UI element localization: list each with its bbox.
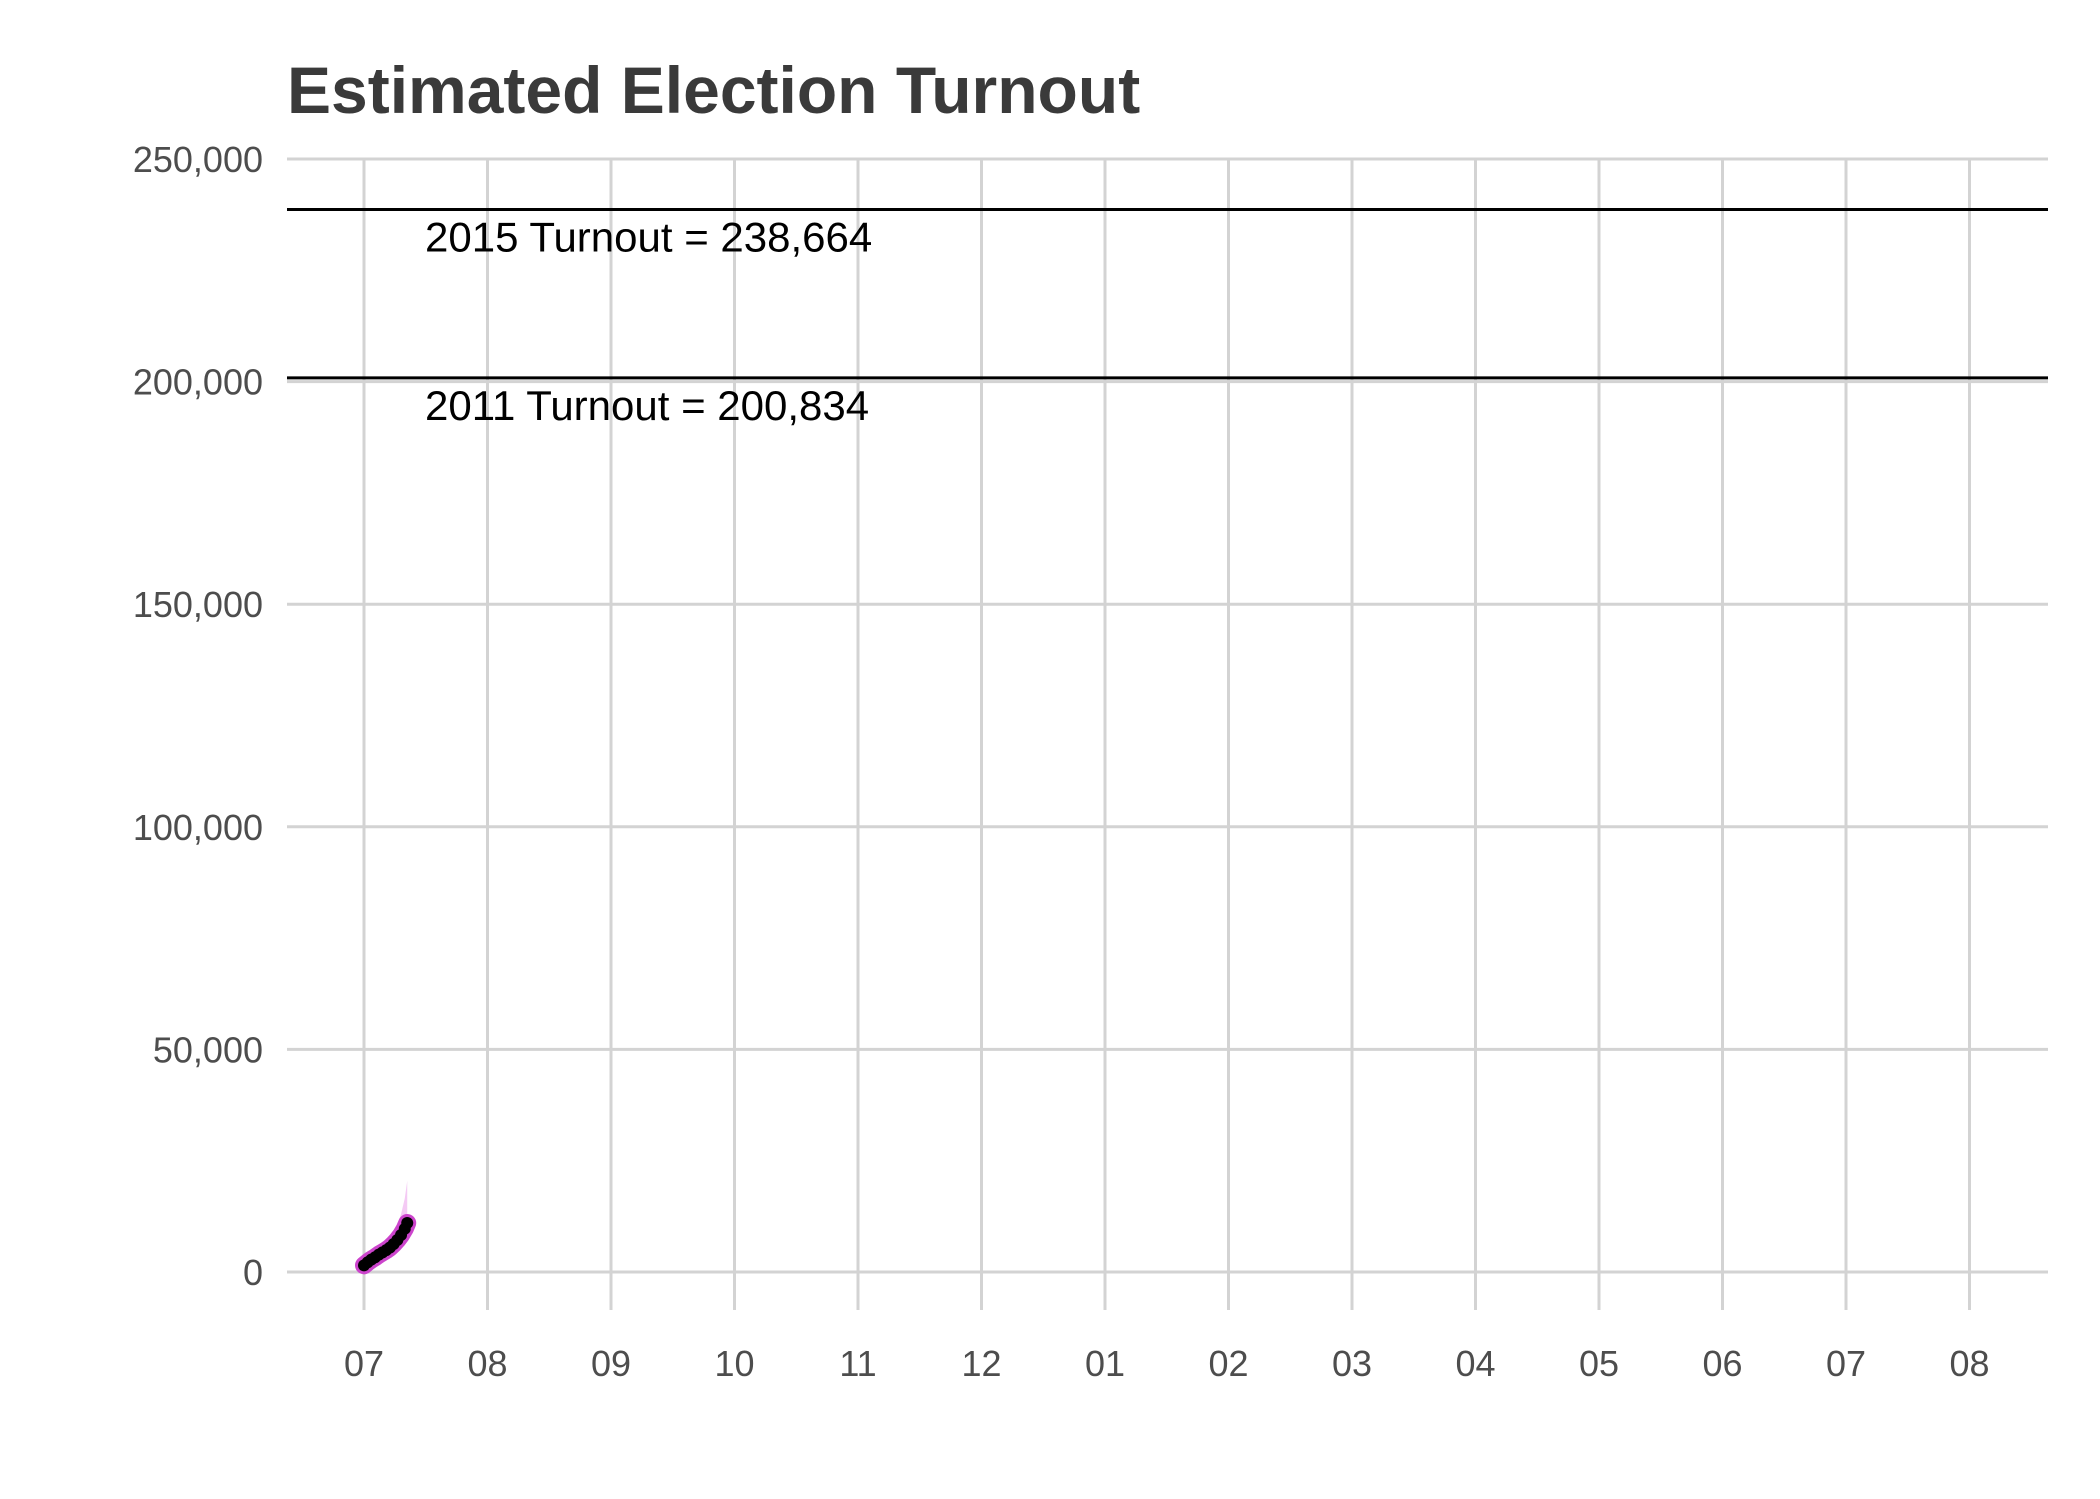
y-tick-label: 250,000 <box>133 139 263 180</box>
chart-title: Estimated Election Turnout <box>287 53 1140 127</box>
x-tick-label: 07 <box>344 1343 384 1384</box>
reference-label: 2011 Turnout = 200,834 <box>425 382 869 429</box>
reference-lines: 2015 Turnout = 238,664 2011 Turnout = 200… <box>287 209 2048 428</box>
x-tick-label: 09 <box>591 1343 631 1384</box>
x-tick-label: 03 <box>1332 1343 1372 1384</box>
x-tick-label: 02 <box>1208 1343 1248 1384</box>
x-tick-label: 10 <box>714 1343 754 1384</box>
y-tick-label: 0 <box>243 1252 263 1293</box>
y-tick-label: 100,000 <box>133 807 263 848</box>
y-tick-label: 150,000 <box>133 584 263 625</box>
series-layer <box>358 1181 413 1272</box>
x-tick-label: 12 <box>961 1343 1001 1384</box>
x-tick-label: 06 <box>1702 1343 1742 1384</box>
y-tick-label: 50,000 <box>153 1029 263 1070</box>
x-tick-label: 07 <box>1826 1343 1866 1384</box>
x-tick-label: 04 <box>1455 1343 1495 1384</box>
reference-label: 2015 Turnout = 238,664 <box>425 213 872 260</box>
grid <box>287 158 2048 1310</box>
x-tick-label: 11 <box>839 1343 876 1384</box>
x-tick-label: 01 <box>1085 1343 1125 1384</box>
axis-labels: 0 50,000 100,000 150,000 200,000 250,000 07 08 0… <box>133 139 1990 1384</box>
x-tick-label: 05 <box>1579 1343 1619 1384</box>
x-tick-label: 08 <box>1949 1343 1989 1384</box>
y-tick-label: 200,000 <box>133 362 263 403</box>
x-tick-label: 08 <box>467 1343 507 1384</box>
data-point <box>401 1217 413 1229</box>
